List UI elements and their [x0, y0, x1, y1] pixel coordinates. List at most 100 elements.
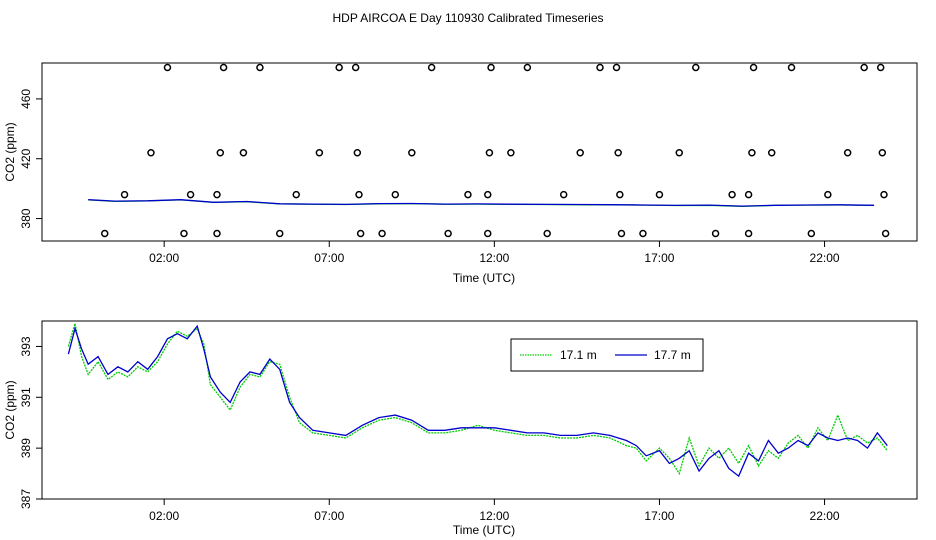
- top-data-point: [639, 229, 647, 238]
- bottom-x-tick-label: 17:00: [644, 509, 674, 523]
- top-data-point: [355, 190, 363, 199]
- top-y-axis: 380 420 460: [19, 89, 42, 229]
- top-data-point: [878, 148, 887, 157]
- top-data-point: [315, 148, 324, 157]
- top-data-point: [485, 148, 494, 157]
- top-data-point: [728, 190, 736, 199]
- top-data-point: [378, 229, 386, 238]
- top-y-tick-label: 420: [19, 148, 33, 168]
- bottom-y-tick-label: 393: [19, 336, 33, 356]
- top-data-point: [767, 148, 776, 157]
- bottom-series-line-1: [67, 323, 888, 476]
- bottom-panel: 02:00 07:00 12:00 17:00 22:00 387 389 391 393 T…: [3, 320, 918, 537]
- top-data-point: [860, 63, 868, 72]
- bottom-y-tick-label: 387: [19, 489, 33, 509]
- top-x-tick-label: 17:00: [644, 251, 674, 265]
- legend-label-17-1m: 17.1 m: [560, 348, 597, 362]
- top-data-point: [749, 63, 758, 72]
- top-plot-frame: [41, 62, 918, 242]
- bottom-x-tick-label: 07:00: [314, 509, 344, 523]
- top-data-point: [444, 229, 452, 238]
- top-data-point: [596, 63, 604, 72]
- legend: 17.1 m 17.7 m: [510, 338, 704, 372]
- top-data-point: [484, 229, 492, 238]
- top-data-point: [180, 229, 188, 238]
- top-data-point: [239, 148, 248, 157]
- top-y-tick-label: 380: [19, 208, 33, 228]
- bottom-x-tick-label: 22:00: [810, 509, 840, 523]
- top-x-tick-label: 02:00: [149, 251, 179, 265]
- top-data-point: [213, 190, 221, 199]
- legend-box: [510, 338, 704, 372]
- top-x-axis-label: Time (UTC): [453, 271, 515, 285]
- top-data-point: [216, 148, 225, 157]
- top-data-point: [163, 63, 172, 72]
- bottom-x-tick-label: 12:00: [479, 509, 509, 523]
- top-data-point: [186, 190, 195, 199]
- bottom-y-tick-label: 391: [19, 387, 33, 407]
- bottom-y-axis: 387 389 391 393: [19, 336, 42, 509]
- legend-label-17-7m: 17.7 m: [654, 348, 691, 362]
- top-data-point: [617, 229, 626, 238]
- bottom-x-tick-label: 02:00: [149, 509, 179, 523]
- top-data-point: [408, 148, 416, 157]
- bottom-series-line-2: [67, 324, 888, 478]
- top-panel: 02:00 07:00 12:00 17:00 22:00 380 420 460 Time…: [3, 62, 918, 285]
- top-data-point: [711, 229, 720, 238]
- top-data-point: [120, 190, 129, 199]
- top-y-tick-label: 460: [19, 89, 33, 109]
- top-data-point: [213, 229, 221, 238]
- top-series-line-2: [88, 199, 875, 207]
- top-data-point: [351, 63, 360, 72]
- top-data-point: [100, 229, 109, 238]
- top-data-point: [335, 63, 343, 72]
- top-data-point: [292, 190, 300, 199]
- top-data-point: [824, 190, 832, 199]
- top-data-point: [391, 190, 400, 199]
- top-plot-area: [88, 63, 890, 238]
- bottom-y-tick-label: 389: [19, 438, 33, 458]
- top-data-point: [275, 229, 284, 238]
- top-x-axis: 02:00 07:00 12:00 17:00 22:00: [149, 241, 840, 265]
- top-x-tick-label: 12:00: [479, 251, 509, 265]
- top-data-point: [256, 63, 264, 72]
- top-data-point: [655, 190, 664, 199]
- top-data-point: [675, 148, 684, 157]
- top-data-point: [843, 148, 852, 157]
- top-data-point: [576, 148, 584, 157]
- bottom-plot-frame: [41, 320, 918, 500]
- top-data-point: [614, 148, 622, 157]
- top-data-point: [748, 148, 756, 157]
- figure-title: HDP AIRCOA E Day 110930 Calibrated Times…: [332, 11, 603, 25]
- top-data-point: [744, 190, 753, 199]
- top-data-point: [507, 148, 515, 157]
- top-data-point: [616, 190, 624, 199]
- bottom-x-axis: 02:00 07:00 12:00 17:00 22:00: [149, 499, 840, 523]
- bottom-plot-area: [67, 323, 888, 478]
- top-data-point: [612, 63, 621, 72]
- top-data-point: [353, 148, 362, 157]
- top-data-point: [523, 63, 532, 72]
- top-data-point: [744, 229, 753, 238]
- top-data-point: [484, 190, 492, 199]
- top-data-point: [219, 63, 228, 72]
- top-data-point: [464, 190, 472, 199]
- top-data-point: [880, 190, 888, 199]
- top-data-point: [147, 148, 155, 157]
- top-y-axis-label: CO2 (ppm): [3, 122, 17, 181]
- top-x-tick-label: 22:00: [810, 251, 840, 265]
- top-data-point: [487, 63, 495, 72]
- top-x-tick-label: 07:00: [314, 251, 344, 265]
- top-data-point: [787, 63, 796, 72]
- top-data-point: [876, 63, 885, 72]
- top-data-point: [807, 229, 816, 238]
- top-data-point: [692, 63, 700, 72]
- top-data-point: [427, 63, 436, 72]
- bottom-x-axis-label: Time (UTC): [453, 523, 515, 537]
- top-data-point: [881, 229, 890, 238]
- bottom-y-axis-label: CO2 (ppm): [3, 380, 17, 439]
- top-data-point: [543, 229, 551, 238]
- top-data-point: [559, 190, 568, 199]
- top-data-point: [356, 229, 365, 238]
